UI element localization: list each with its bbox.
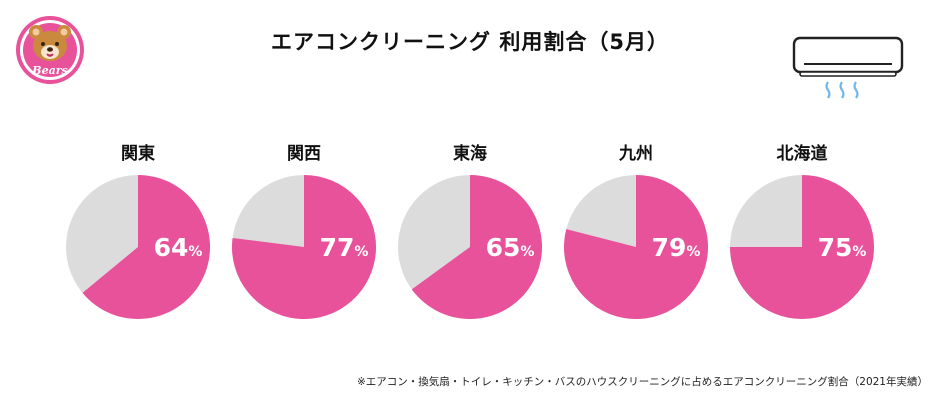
- pie-value-slice: [564, 175, 709, 319]
- pie-value-slice: [730, 175, 874, 319]
- chart-title: エアコンクリーニング 利用割合（5月）: [271, 30, 669, 54]
- pie-value-slice: [232, 175, 376, 319]
- pie-value-slice: [411, 175, 542, 319]
- region-label: 北海道: [777, 143, 828, 164]
- region-label: 関東: [121, 143, 155, 164]
- air-conditioner-icon: [792, 36, 904, 99]
- footnote: ※エアコン・換気扇・トイレ・キッチン・バスのハウスクリーニングに占めるエアコンク…: [356, 376, 928, 388]
- pie-5: 北海道 75%: [730, 143, 874, 319]
- region-label: 関西: [287, 144, 321, 164]
- pie-1: 関東 64%: [66, 143, 210, 319]
- pie-value-slice: [82, 175, 210, 319]
- pie-4: 九州 79%: [564, 144, 709, 319]
- percent-label: 79%: [652, 233, 701, 262]
- bear-face-icon: [29, 25, 71, 61]
- percent-label: 75%: [818, 233, 867, 262]
- pie-3: 東海 65%: [398, 143, 542, 319]
- pie-2: 関西 77%: [232, 144, 376, 319]
- percent-label: 64%: [154, 233, 203, 262]
- bears-logo: Bears: [16, 16, 84, 84]
- percent-label: 65%: [486, 233, 535, 262]
- percent-label: 77%: [320, 233, 369, 262]
- region-label: 東海: [453, 143, 487, 164]
- logo-text: Bears: [31, 64, 67, 77]
- region-label: 九州: [618, 144, 653, 164]
